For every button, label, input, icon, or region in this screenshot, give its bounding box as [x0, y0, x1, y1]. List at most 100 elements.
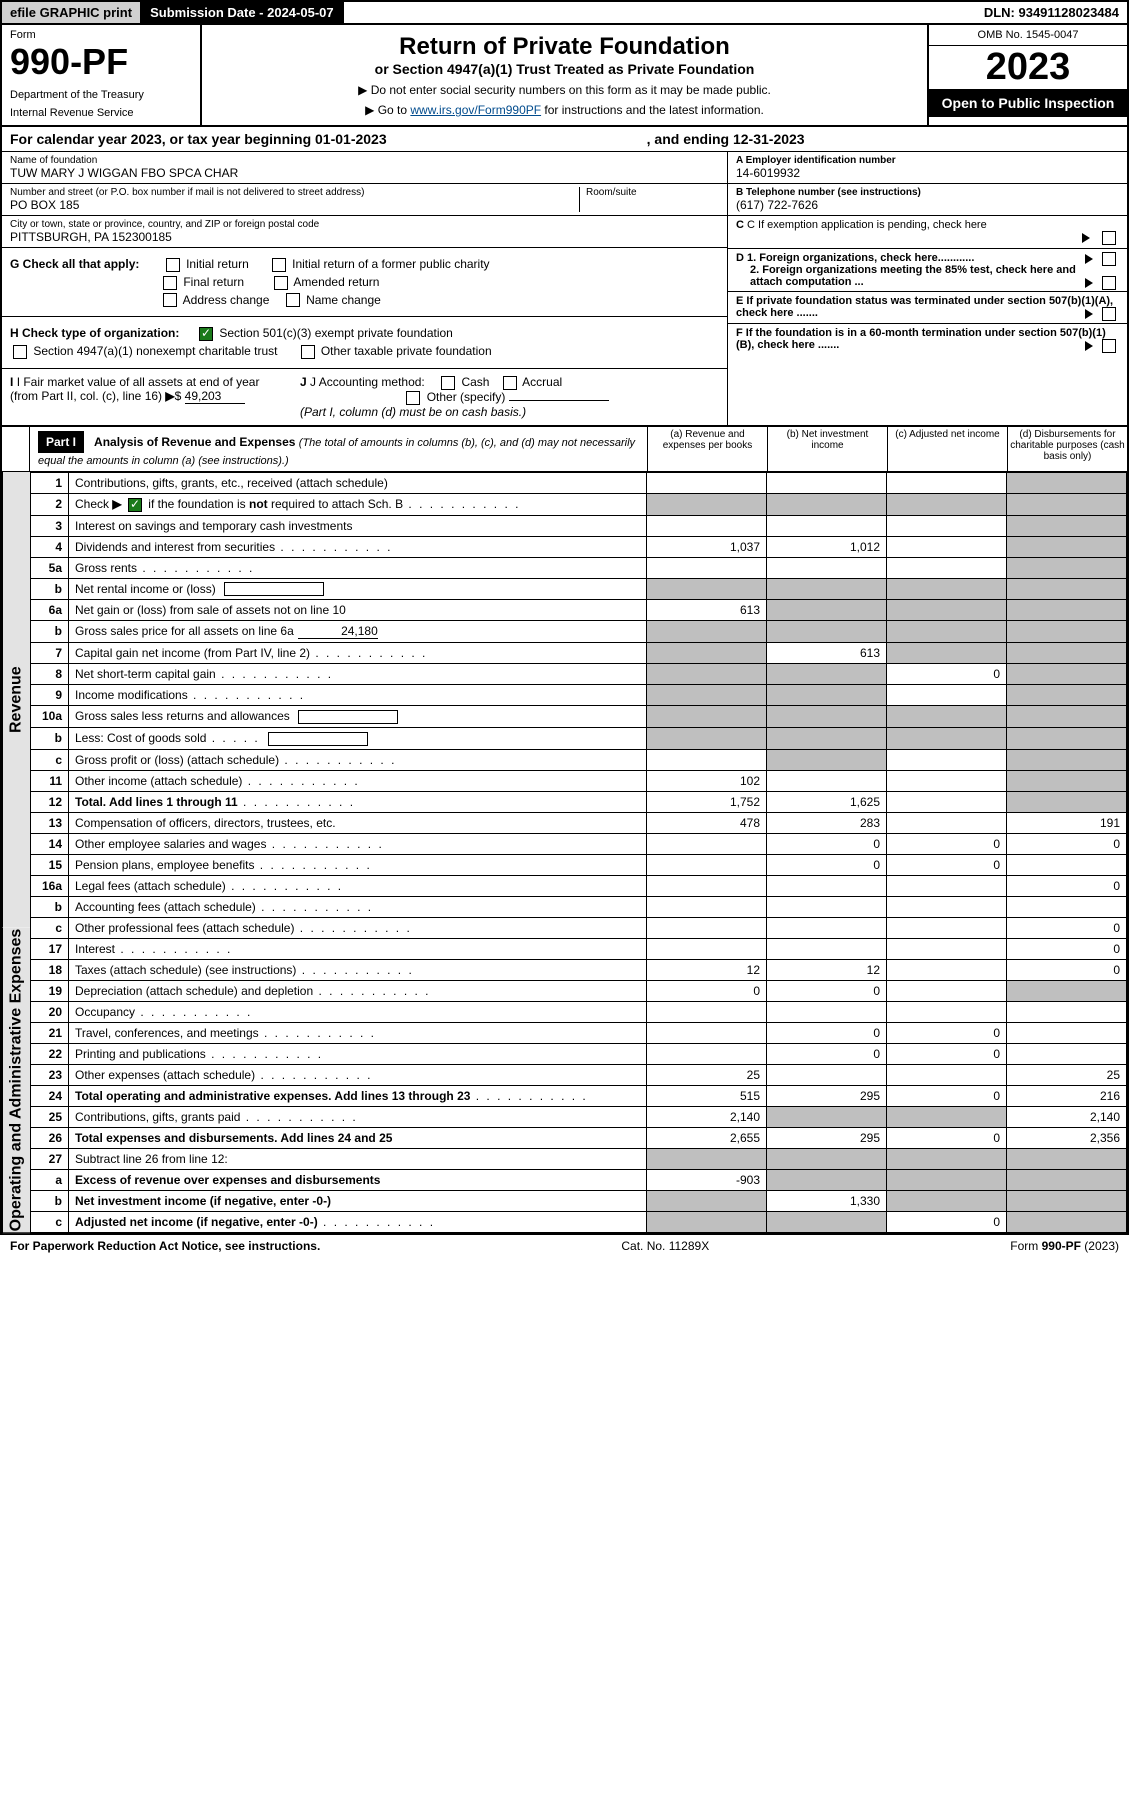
cell-a: 515 [647, 1086, 767, 1107]
cell-a: 12 [647, 960, 767, 981]
row-desc: Travel, conferences, and meetings [69, 1023, 647, 1044]
chk-d1[interactable] [1102, 252, 1116, 266]
ein-value: 14-6019932 [736, 166, 1119, 180]
row-number: 11 [31, 771, 69, 792]
chk-501c3[interactable] [199, 327, 213, 341]
cell-a [647, 685, 767, 706]
cell-b: 295 [767, 1086, 887, 1107]
table-row: 13Compensation of officers, directors, t… [31, 813, 1127, 834]
chk-sch-b[interactable] [128, 498, 142, 512]
cell-d [1007, 685, 1127, 706]
j-label: J Accounting method: [310, 375, 425, 389]
cell-b [767, 557, 887, 578]
table-row: bLess: Cost of goods sold [31, 728, 1127, 750]
cell-a: 25 [647, 1065, 767, 1086]
cell-b [767, 1107, 887, 1128]
cell-d [1007, 1191, 1127, 1212]
row-desc: Gross sales less returns and allowances [69, 706, 647, 728]
chk-initial-return[interactable] [166, 258, 180, 272]
chk-initial-former[interactable] [272, 258, 286, 272]
chk-amended[interactable] [274, 276, 288, 290]
cell-b: 1,012 [767, 536, 887, 557]
row-number: 26 [31, 1128, 69, 1149]
row-number: 9 [31, 685, 69, 706]
row-number: 24 [31, 1086, 69, 1107]
cell-d [1007, 557, 1127, 578]
efile-print-button[interactable]: efile GRAPHIC print [2, 2, 142, 23]
col-d-header: (d) Disbursements for charitable purpose… [1007, 427, 1127, 471]
row-desc: Capital gain net income (from Part IV, l… [69, 643, 647, 664]
info-left: Name of foundation TUW MARY J WIGGAN FBO… [2, 152, 727, 425]
cell-a [647, 834, 767, 855]
cell-c [887, 1191, 1007, 1212]
cell-c [887, 792, 1007, 813]
footer-center: Cat. No. 11289X [621, 1239, 709, 1253]
table-row: 27Subtract line 26 from line 12: [31, 1149, 1127, 1170]
phone-row: B Telephone number (see instructions) (6… [728, 184, 1127, 216]
row-number: 18 [31, 960, 69, 981]
chk-cash[interactable] [441, 376, 455, 390]
d1-label: D 1. Foreign organizations, check here..… [736, 252, 974, 264]
cell-b [767, 876, 887, 897]
table-row: 6aNet gain or (loss) from sale of assets… [31, 600, 1127, 621]
row-desc: Contributions, gifts, grants paid [69, 1107, 647, 1128]
chk-f[interactable] [1102, 339, 1116, 353]
g-label: G Check all that apply: [10, 257, 139, 271]
chk-accrual[interactable] [503, 376, 517, 390]
e-label: E If private foundation status was termi… [736, 295, 1113, 319]
cell-d [1007, 750, 1127, 771]
info-section: Name of foundation TUW MARY J WIGGAN FBO… [0, 152, 1129, 427]
omb-number: OMB No. 1545-0047 [929, 25, 1127, 46]
footer-row: For Paperwork Reduction Act Notice, see … [0, 1235, 1129, 1257]
chk-address-change[interactable] [163, 293, 177, 307]
cell-a [647, 939, 767, 960]
cell-c: 0 [887, 834, 1007, 855]
cell-a: -903 [647, 1170, 767, 1191]
cell-d [1007, 578, 1127, 600]
chk-c[interactable] [1102, 231, 1116, 245]
chk-final-return[interactable] [163, 276, 177, 290]
chk-4947[interactable] [13, 345, 27, 359]
row-desc: Net gain or (loss) from sale of assets n… [69, 600, 647, 621]
row-number: 16a [31, 876, 69, 897]
chk-d2[interactable] [1102, 276, 1116, 290]
row-desc: Total. Add lines 1 through 11 [69, 792, 647, 813]
cell-b: 283 [767, 813, 887, 834]
c-label: C If exemption application is pending, c… [747, 219, 987, 231]
g-opt-2: Final return [183, 275, 244, 289]
row-number: b [31, 897, 69, 918]
cell-d [1007, 600, 1127, 621]
cell-d: 0 [1007, 918, 1127, 939]
row-desc: Depreciation (attach schedule) and deple… [69, 981, 647, 1002]
cell-b: 0 [767, 834, 887, 855]
submission-date: Submission Date - 2024-05-07 [142, 2, 344, 23]
chk-e[interactable] [1102, 307, 1116, 321]
cell-d [1007, 792, 1127, 813]
footer-left: For Paperwork Reduction Act Notice, see … [10, 1239, 320, 1253]
cell-b [767, 664, 887, 685]
cell-a [647, 1191, 767, 1212]
irs-label: Internal Revenue Service [10, 107, 192, 119]
table-row: 9Income modifications [31, 685, 1127, 706]
col-a-header: (a) Revenue and expenses per books [647, 427, 767, 471]
cell-c [887, 939, 1007, 960]
cell-c [887, 1065, 1007, 1086]
g-opt-3: Amended return [293, 275, 379, 289]
irs-link[interactable]: www.irs.gov/Form990PF [410, 103, 541, 117]
chk-name-change[interactable] [286, 293, 300, 307]
table-row: 12Total. Add lines 1 through 111,7521,62… [31, 792, 1127, 813]
table-row: bAccounting fees (attach schedule) [31, 897, 1127, 918]
e-row: E If private foundation status was termi… [728, 292, 1127, 324]
j-opt-0: Cash [461, 375, 489, 389]
foundation-name: TUW MARY J WIGGAN FBO SPCA CHAR [10, 166, 719, 180]
room-label: Room/suite [586, 187, 719, 198]
j-opt-1: Accrual [522, 375, 562, 389]
row-desc: Gross profit or (loss) (attach schedule) [69, 750, 647, 771]
chk-other-method[interactable] [406, 391, 420, 405]
chk-other-taxable[interactable] [301, 345, 315, 359]
cell-d [1007, 1149, 1127, 1170]
cell-a [647, 1023, 767, 1044]
addr-label: Number and street (or P.O. box number if… [10, 187, 579, 198]
arrow-icon [1082, 233, 1090, 243]
row-number: b [31, 728, 69, 750]
